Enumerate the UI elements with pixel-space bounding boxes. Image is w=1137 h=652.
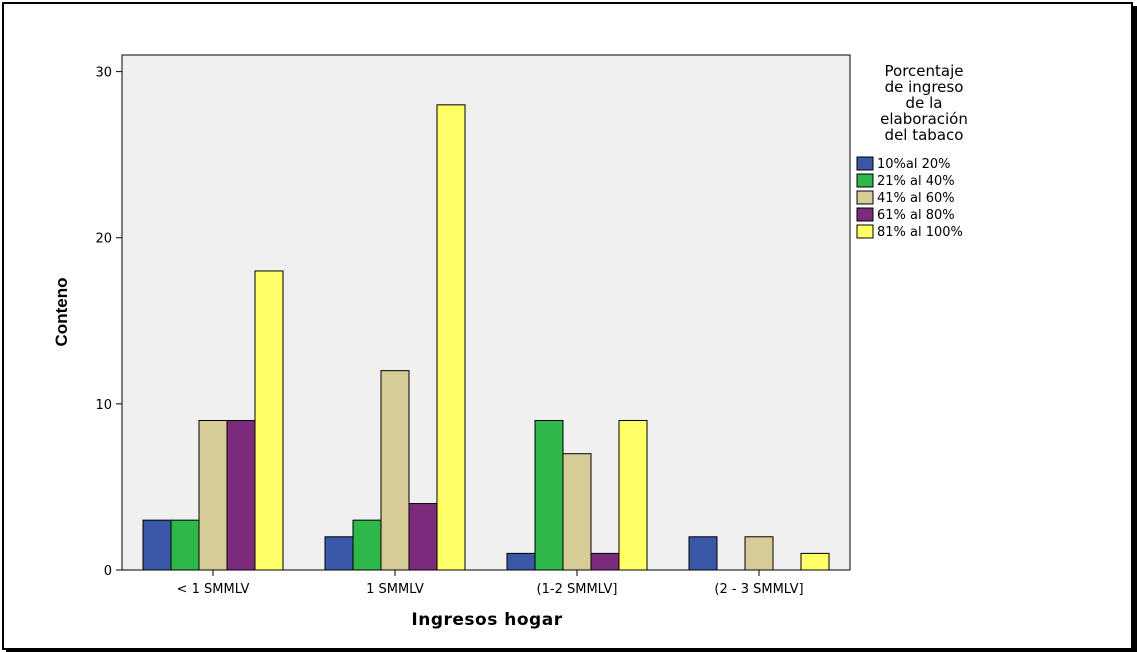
y-tick-label-0: 0 — [104, 564, 112, 579]
legend: Porcentaje de ingreso de la elaboración … — [856, 62, 968, 240]
bar-2-series-5 — [436, 104, 466, 571]
bar-2-series-3 — [380, 370, 410, 571]
y-tick-label-10: 10 — [95, 398, 112, 413]
x-tick-label-1: < 1 SMMLV — [177, 582, 250, 597]
bar-2-series-4 — [408, 503, 438, 571]
legend-swatch-1 — [856, 156, 874, 171]
legend-swatch-3 — [856, 190, 874, 205]
bars-group — [142, 104, 830, 571]
bar-1-series-5 — [254, 270, 284, 571]
legend-label-1: 10%al 20% — [877, 157, 951, 172]
legend-title-line-1: Porcentaje — [885, 62, 964, 80]
bar-2-series-1 — [324, 536, 354, 571]
legend-title-line-4: elaboración — [880, 110, 968, 128]
bar-4-series-3 — [744, 536, 774, 571]
bar-1-series-2 — [170, 519, 200, 571]
bar-3-series-4 — [590, 552, 620, 571]
x-tick-label-4: (2 - 3 SMMLV] — [714, 582, 803, 597]
bar-3-series-2 — [534, 419, 564, 571]
bar-4-series-5 — [800, 552, 830, 571]
bar-1-series-1 — [142, 519, 172, 571]
bar-1-series-3 — [198, 419, 228, 571]
legend-swatch-2 — [856, 173, 874, 188]
x-tick-label-2: 1 SMMLV — [366, 582, 424, 597]
y-axis-title: Conteno — [52, 278, 71, 347]
y-axis: 0 10 20 30 — [95, 55, 123, 579]
y-tick-label-20: 20 — [95, 232, 112, 247]
legend-title-line-2: de ingreso — [885, 78, 964, 96]
legend-swatch-5 — [856, 224, 874, 239]
legend-swatch-4 — [856, 207, 874, 222]
bar-4-series-1 — [688, 536, 718, 571]
legend-label-2: 21% al 40% — [877, 174, 955, 189]
bar-3-series-3 — [562, 453, 592, 571]
bar-3-series-5 — [618, 419, 648, 571]
legend-label-3: 41% al 60% — [877, 191, 955, 206]
bar-2-series-2 — [352, 519, 382, 571]
legend-items: 10%al 20% 21% al 40% 41% al 60% 61% al 80% 8… — [856, 156, 963, 240]
legend-label-5: 81% al 100% — [877, 225, 963, 240]
bar-1-series-4 — [226, 419, 256, 571]
x-axis-title: Ingresos hogar — [411, 610, 562, 630]
legend-label-4: 61% al 80% — [877, 208, 955, 223]
y-tick-label-30: 30 — [95, 66, 112, 81]
legend-title-line-5: del tabaco — [885, 126, 964, 144]
legend-title-line-3: de la — [906, 94, 943, 112]
x-axis: < 1 SMMLV 1 SMMLV (1-2 SMMLV] (2 - 3 SMMLV] — [177, 570, 804, 597]
bar-3-series-1 — [506, 552, 536, 571]
x-tick-label-3: (1-2 SMMLV] — [537, 582, 618, 597]
